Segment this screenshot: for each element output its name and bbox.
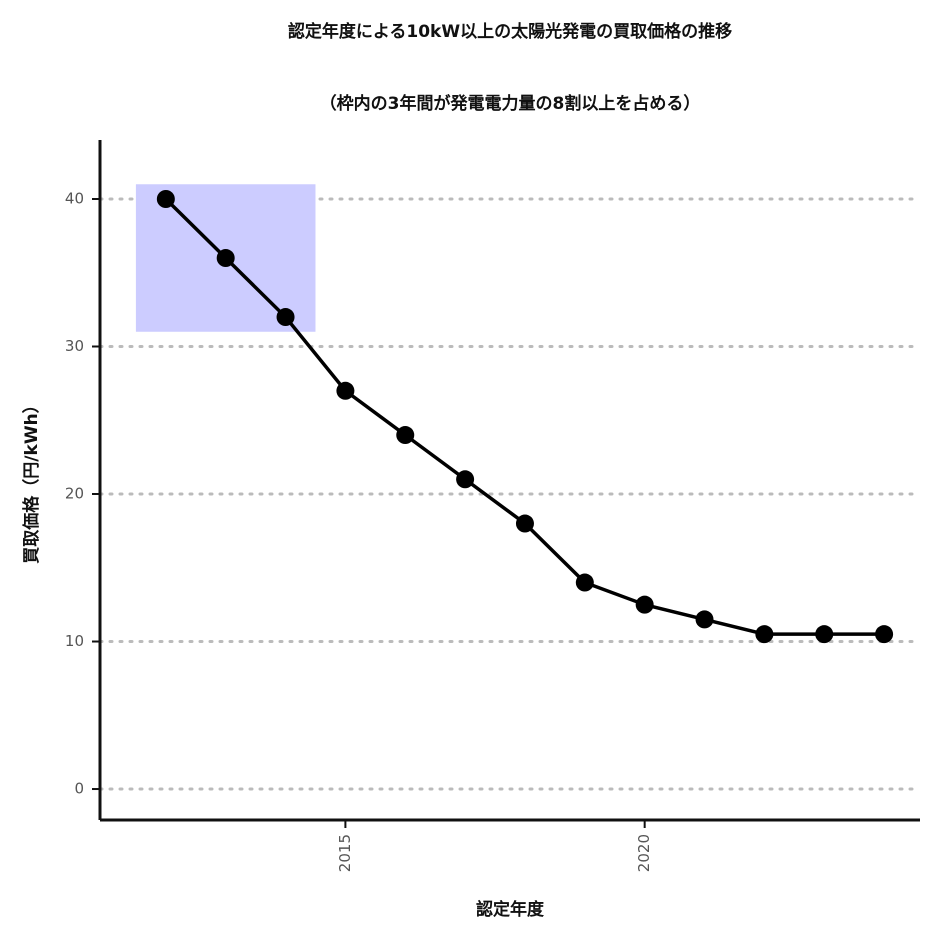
y-tick-label: 0 xyxy=(74,780,84,798)
point xyxy=(575,573,594,592)
point xyxy=(336,381,355,400)
y-tick-label: 30 xyxy=(65,337,84,355)
point xyxy=(695,610,714,629)
point xyxy=(635,595,654,614)
y-axis-title: 買取価格（円/kWh） xyxy=(21,396,42,563)
point xyxy=(875,625,894,644)
chart-subtitle: （枠内の3年間が発電電力量の8割以上を占める） xyxy=(320,93,701,114)
point xyxy=(755,625,774,644)
chart-title: 認定年度による10kW以上の太陽光発電の買取価格の推移 xyxy=(288,21,732,42)
x-axis-title: 認定年度 xyxy=(476,899,545,920)
point xyxy=(515,514,534,533)
point xyxy=(815,625,834,644)
point xyxy=(456,470,475,489)
point xyxy=(276,308,295,327)
x-tick-label: 2020 xyxy=(635,834,653,872)
point xyxy=(156,190,175,209)
y-tick-label: 10 xyxy=(65,632,84,650)
point xyxy=(396,426,415,445)
point xyxy=(216,249,235,268)
x-tick-label: 2015 xyxy=(336,834,354,872)
y-tick-label: 40 xyxy=(65,190,84,208)
y-tick-label: 20 xyxy=(65,485,84,503)
